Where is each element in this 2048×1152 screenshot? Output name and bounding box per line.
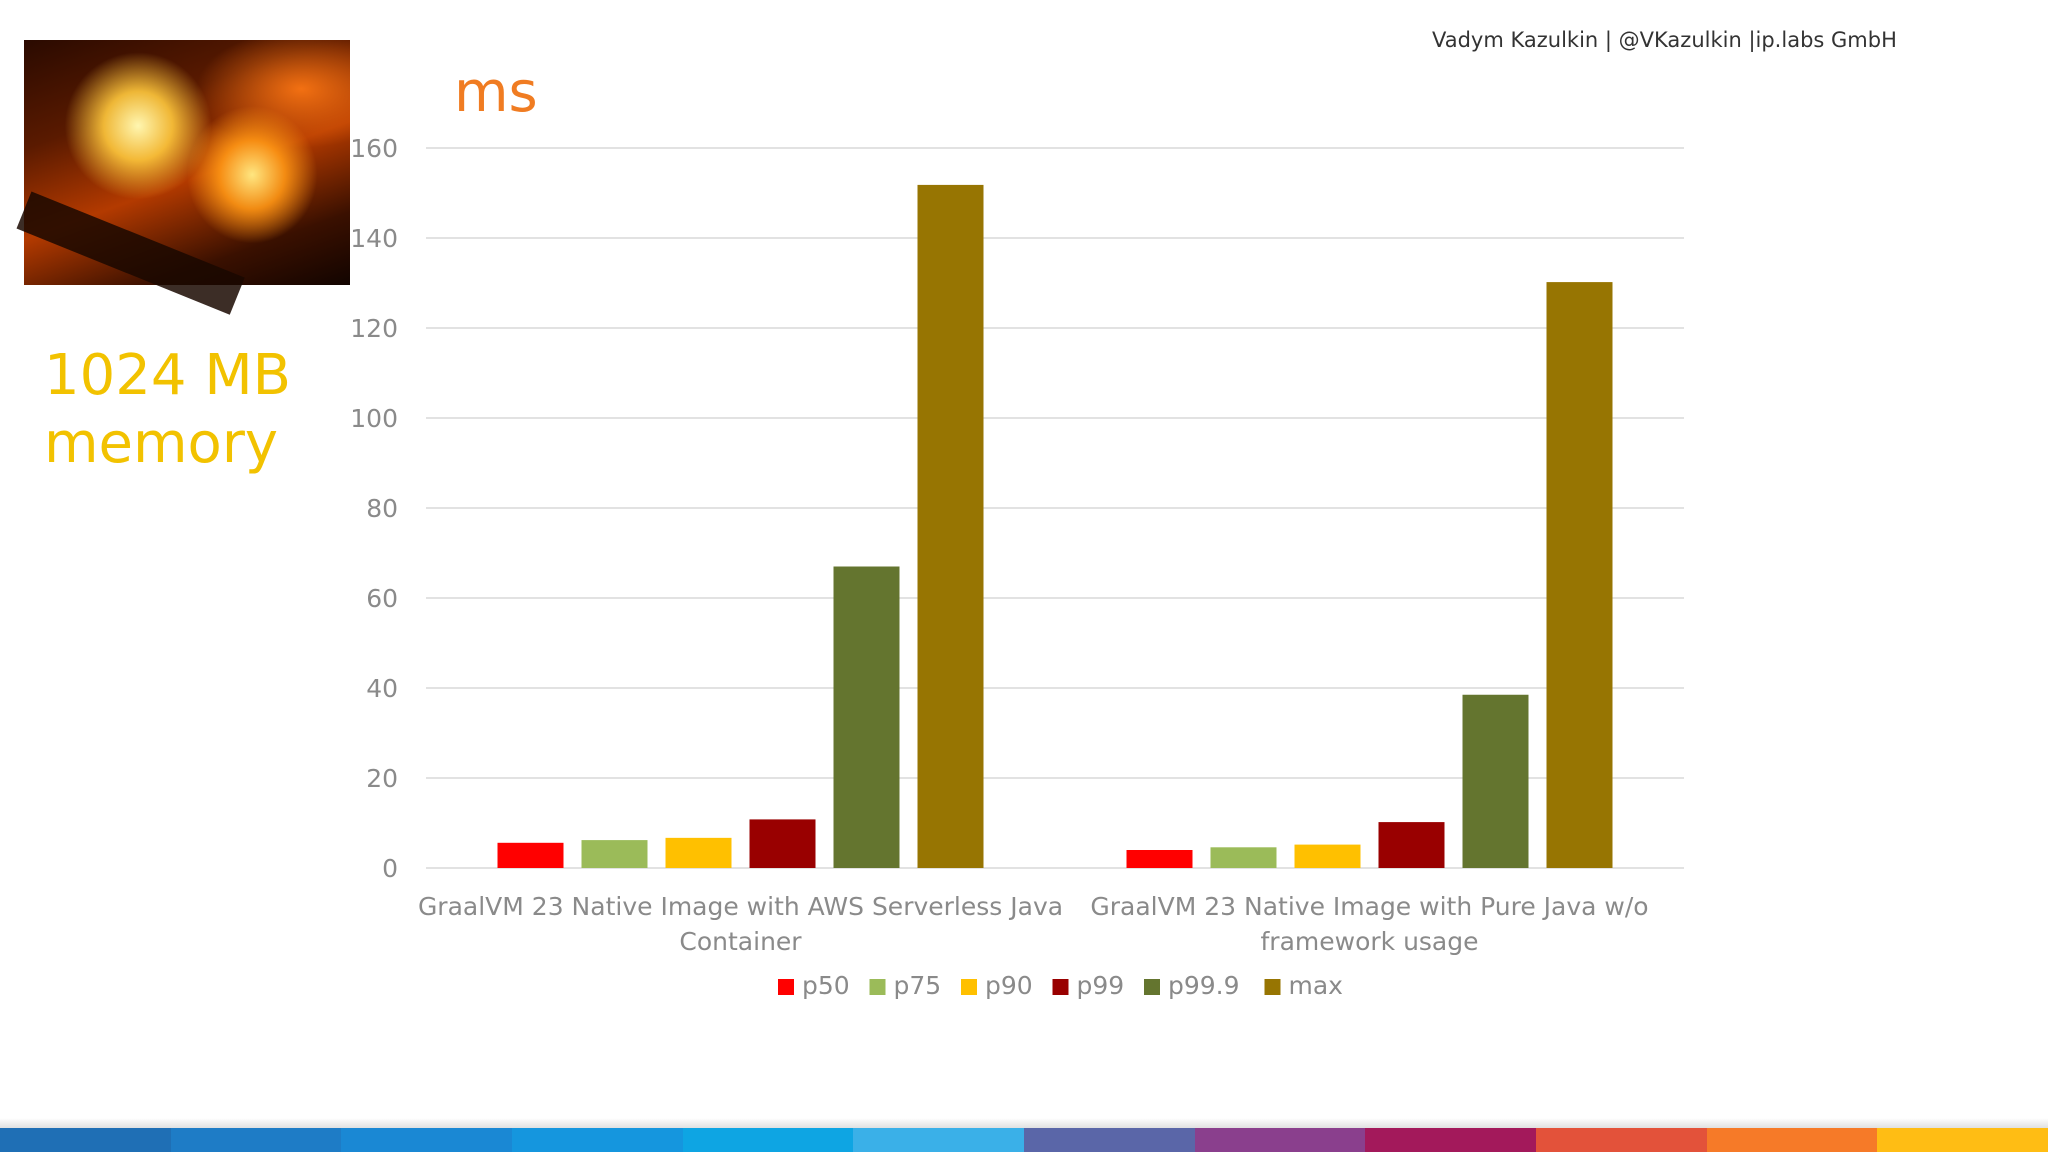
legend-swatch-p99_9 (1144, 979, 1160, 995)
y-tick-label: 160 (350, 134, 398, 163)
legend-swatch-max (1264, 979, 1281, 995)
footer-color-stripe (0, 1128, 2048, 1152)
bar-p90 (1294, 844, 1361, 868)
stripe-segment-5 (853, 1128, 1025, 1152)
y-tick-label: 20 (366, 764, 398, 793)
bar-p50 (1126, 850, 1193, 868)
y-tick-label: 0 (382, 854, 398, 883)
legend-label: p90 (985, 971, 1033, 1000)
legend-swatch-p99 (1052, 979, 1069, 995)
stripe-segment-9 (1536, 1128, 1707, 1152)
legend-label: p99.9 (1168, 971, 1240, 1000)
category-label: framework usage (1260, 927, 1478, 956)
legend-swatch-p50 (778, 979, 794, 995)
y-tick-label: 140 (350, 224, 398, 253)
stripe-segment-3 (512, 1128, 683, 1152)
stripe-segment-0 (0, 1128, 171, 1152)
bar-p99_9 (1462, 694, 1529, 868)
author-credit: Vadym Kazulkin | @VKazulkin |ip.labs Gmb… (1432, 28, 1897, 52)
legend-swatch-p75 (869, 979, 886, 995)
bar-max (1546, 282, 1613, 869)
category-label: Container (679, 927, 802, 956)
legend-label: p99 (1077, 971, 1125, 1000)
bar-p75 (581, 840, 648, 868)
y-tick-label: 40 (366, 674, 398, 703)
stripe-segment-6 (1024, 1128, 1195, 1152)
unit-label: ms (454, 60, 538, 125)
bar-p99_9 (833, 566, 900, 868)
campfire-image (16, 40, 350, 315)
latency-bar-chart: 0 20 40 60 80 100 120 140 160 GraalVM 23 Native I… (350, 134, 1684, 1000)
legend-swatch-p90 (961, 979, 977, 995)
bar-p75 (1210, 847, 1277, 868)
memory-word: memory (44, 411, 278, 476)
stripe-segment-8 (1365, 1128, 1537, 1152)
stripe-segment-2 (341, 1128, 513, 1152)
y-tick-label: 60 (366, 584, 398, 613)
stripe-segment-4 (682, 1128, 854, 1152)
footer-shadow (0, 1118, 2048, 1128)
category-label: GraalVM 23 Native Image with Pure Java w… (1090, 892, 1648, 921)
stripe-segment-10 (1706, 1128, 1878, 1152)
legend-label: p50 (802, 971, 850, 1000)
memory-label: 1024 MB memory (44, 342, 344, 478)
bar-p50 (497, 842, 564, 868)
stripe-segment-7 (1194, 1128, 1366, 1152)
bar-max (917, 184, 984, 868)
bar-p90 (665, 837, 732, 868)
y-tick-label: 100 (350, 404, 398, 433)
y-tick-label: 120 (350, 314, 398, 343)
y-tick-label: 80 (366, 494, 398, 523)
bar-p99 (749, 819, 816, 868)
legend-label: max (1289, 971, 1343, 1000)
memory-size: 1024 MB (44, 343, 292, 408)
legend-label: p75 (894, 971, 942, 1000)
category-label: GraalVM 23 Native Image with AWS Serverl… (418, 892, 1063, 921)
bar-p99 (1378, 822, 1445, 868)
stripe-segment-11 (1877, 1128, 2048, 1152)
stripe-segment-1 (170, 1128, 342, 1152)
